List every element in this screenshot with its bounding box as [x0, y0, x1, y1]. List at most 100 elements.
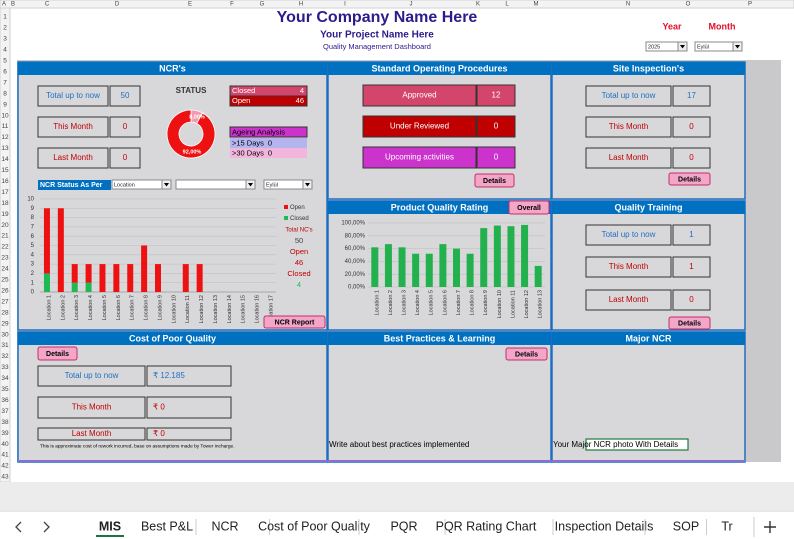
sop-value: 0 — [494, 122, 499, 131]
add-sheet[interactable] — [764, 521, 776, 533]
button-label[interactable]: Details — [678, 320, 701, 327]
sheet-tab[interactable]: SOP — [673, 519, 699, 533]
button-label[interactable]: Details — [46, 351, 69, 358]
bar — [493, 225, 501, 287]
y-tick-label: 1 — [31, 280, 35, 286]
x-tick-label: Location 8 — [470, 290, 476, 315]
row-number: 4 — [3, 47, 7, 54]
ageing-title: Ageing Analysis — [232, 127, 285, 136]
value-box — [672, 147, 711, 169]
sheet-tab[interactable]: NCR — [211, 519, 238, 533]
button[interactable] — [263, 315, 326, 329]
bar — [398, 247, 406, 287]
label-box — [585, 147, 672, 169]
y-tick-label: 2 — [31, 271, 35, 277]
value-box — [146, 396, 232, 419]
button[interactable] — [505, 347, 548, 361]
button-label[interactable]: Details — [483, 178, 506, 185]
button[interactable] — [508, 200, 550, 215]
button[interactable] — [668, 172, 711, 186]
item-label: Last Month — [609, 295, 649, 304]
sheet-tab[interactable]: Cost of Poor Quality — [258, 519, 371, 533]
dropdown-value[interactable]: 2025 — [648, 44, 660, 50]
row-number: 20 — [1, 222, 9, 229]
dropdown-value[interactable]: Location — [114, 182, 135, 188]
x-tick-label: Location 13 — [213, 295, 219, 323]
item-label: Total up to now — [65, 371, 119, 380]
row-number: 26 — [1, 287, 9, 294]
summary-open: 46 — [295, 258, 303, 267]
row-number: 35 — [1, 386, 9, 393]
button[interactable] — [37, 346, 78, 361]
button-label[interactable]: NCR Report — [275, 319, 315, 326]
row-number: 43 — [1, 474, 9, 481]
row-number: 39 — [1, 430, 9, 437]
item-value: 1 — [689, 262, 694, 271]
scroll-left[interactable] — [15, 521, 22, 533]
column-header: J — [410, 2, 413, 8]
sheet-tab[interactable]: Best P&L — [141, 519, 193, 533]
row-number: 40 — [1, 441, 9, 448]
sheet-tab[interactable]: Inspection Details — [555, 519, 654, 533]
sop-panel-title: Standard Operating Procedures — [371, 63, 507, 73]
training-panel-title: Quality Training — [614, 202, 682, 212]
row-number: 30 — [1, 331, 9, 338]
bar — [371, 247, 379, 287]
sheet-tab[interactable]: Tr — [721, 519, 732, 533]
bar-segment — [99, 264, 106, 292]
label-box — [37, 116, 109, 138]
ncr-panel — [17, 61, 328, 331]
column-header: N — [626, 2, 630, 8]
dropdown[interactable] — [175, 179, 256, 190]
row-number: 36 — [1, 397, 9, 404]
sop-label: Approved — [402, 91, 436, 100]
bar-segment — [141, 245, 148, 292]
status-as-per-box — [38, 180, 111, 190]
column-header: I — [344, 2, 346, 8]
value-box — [672, 116, 711, 138]
label-box — [37, 396, 146, 419]
summary-total: 50 — [295, 236, 303, 245]
button[interactable] — [668, 316, 711, 330]
x-tick-label: Location 5 — [429, 290, 435, 315]
value-box — [146, 365, 232, 387]
sop-label-box — [362, 84, 477, 107]
major-text: Your Major NCR photo With Details — [553, 440, 678, 449]
button-label[interactable]: Details — [678, 176, 701, 183]
label-box — [585, 289, 672, 311]
row-number: 15 — [1, 167, 9, 174]
scroll-right[interactable] — [43, 521, 50, 533]
y-tick-label: 6 — [31, 234, 35, 240]
training-panel-title-bar — [552, 201, 745, 214]
ageing-row — [230, 138, 307, 148]
sop-value-box — [476, 84, 516, 107]
button-label[interactable]: Details — [515, 351, 538, 358]
x-tick-label: Location 16 — [255, 295, 261, 323]
sheet-tab[interactable]: MIS — [99, 519, 121, 533]
item-label: Total up to now — [602, 230, 656, 239]
y-tick-label: 0,00% — [348, 285, 366, 291]
copq-panel-title-bar — [18, 332, 327, 345]
y-tick-label: 4 — [31, 252, 35, 258]
legend-label: Open — [290, 205, 305, 211]
sheet-tab[interactable]: PQR Rating Chart — [436, 519, 537, 533]
tab-fade — [738, 512, 756, 539]
row-number: 31 — [1, 342, 9, 349]
bar-segment — [85, 282, 92, 292]
pqr-panel-title: Product Quality Rating — [391, 202, 489, 212]
item-value: 0 — [689, 153, 694, 162]
item-value: 17 — [687, 91, 696, 100]
sheet-tab[interactable]: PQR — [390, 519, 417, 533]
dropdown-value[interactable]: Eylül — [266, 182, 278, 188]
item-value: 0 — [689, 295, 694, 304]
button-label[interactable]: Overall — [517, 205, 541, 212]
row-number: 10 — [1, 112, 9, 119]
dropdown-arrow — [305, 183, 310, 187]
dropdown-value[interactable]: Eylül — [697, 44, 709, 50]
x-tick-label: Location 4 — [415, 290, 421, 315]
item-value: 0 — [689, 122, 694, 131]
row-number: 2 — [3, 25, 7, 32]
row-number: 8 — [3, 90, 7, 97]
button[interactable] — [474, 173, 515, 188]
